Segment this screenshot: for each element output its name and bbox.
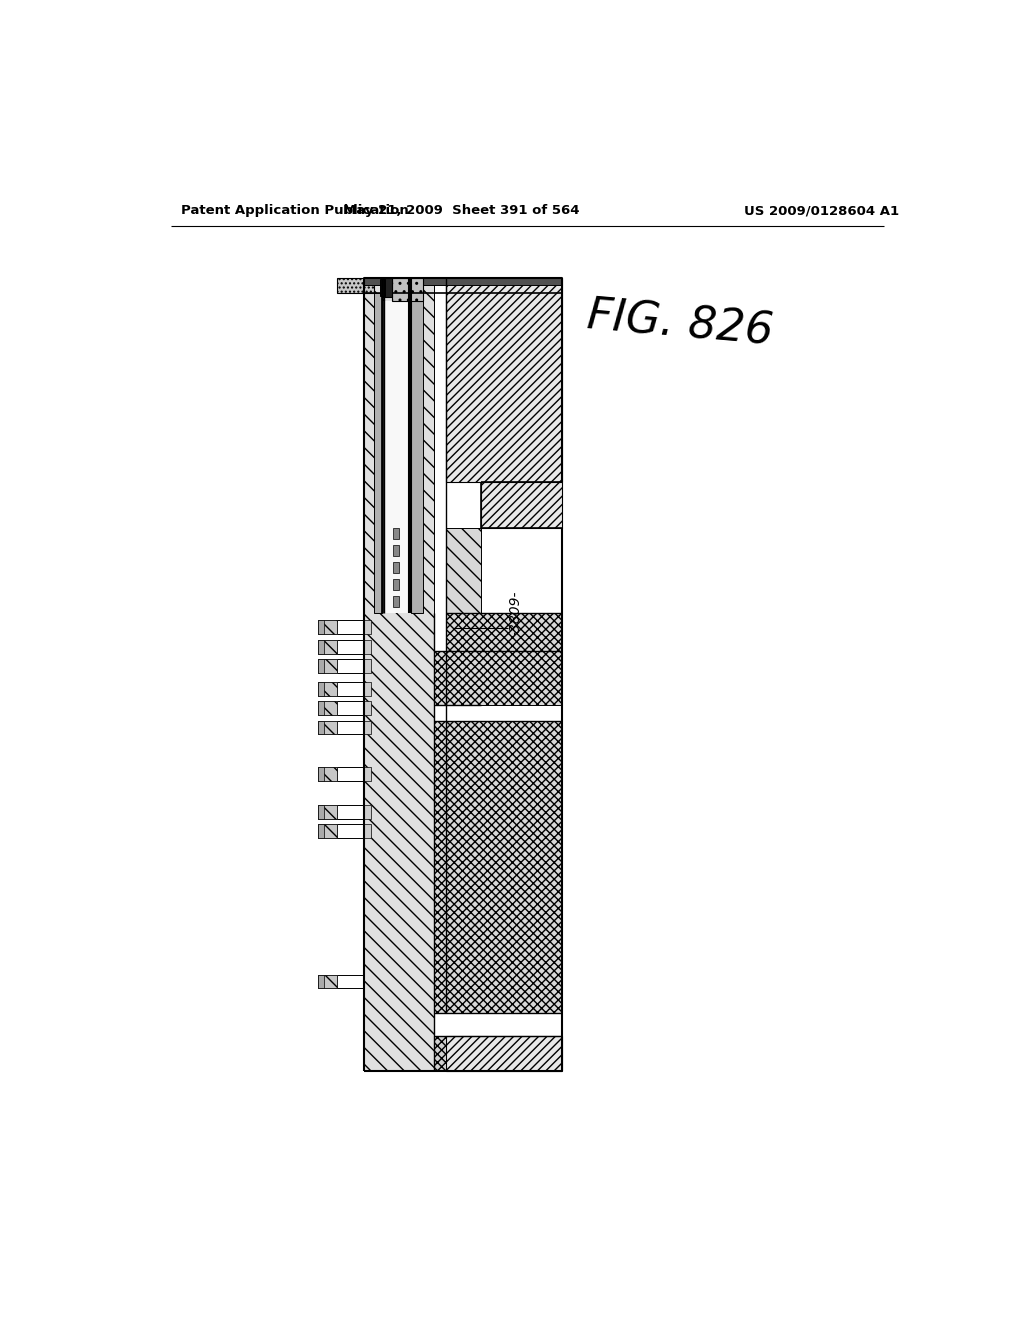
Bar (317, 974, 337, 989)
Bar (375, 293, 382, 612)
Bar (434, 721, 562, 1014)
Text: US 2009/0128604 A1: US 2009/0128604 A1 (744, 205, 899, 218)
Bar (317, 825, 337, 838)
Bar (317, 805, 324, 818)
Bar (317, 701, 337, 715)
Bar (317, 974, 324, 989)
Bar (480, 482, 562, 528)
Bar (365, 277, 434, 1071)
Bar (445, 528, 480, 612)
Bar (382, 277, 391, 297)
Bar (317, 767, 337, 780)
Bar (317, 620, 337, 635)
Bar (317, 659, 337, 673)
Bar (317, 721, 324, 734)
Bar (391, 277, 423, 301)
Bar (317, 682, 324, 696)
Bar (365, 825, 371, 838)
Bar (365, 620, 371, 635)
Bar (365, 805, 371, 818)
Text: FIG. 826: FIG. 826 (586, 294, 775, 354)
Bar (317, 767, 324, 780)
Bar (337, 277, 375, 293)
Bar (365, 682, 371, 696)
Bar (393, 595, 399, 607)
Bar (317, 721, 337, 734)
Bar (393, 528, 399, 539)
Bar (365, 640, 371, 653)
Bar (317, 620, 324, 635)
Bar (411, 293, 423, 612)
Bar (434, 1036, 445, 1071)
Bar (445, 1036, 562, 1071)
Bar (434, 651, 562, 705)
Bar (317, 640, 324, 653)
Bar (365, 277, 562, 285)
Bar (365, 767, 371, 780)
Text: Patent Application Publication: Patent Application Publication (180, 205, 409, 218)
Bar (317, 701, 324, 715)
Bar (317, 640, 337, 653)
Text: -3809-: -3809- (509, 590, 522, 636)
Bar (445, 277, 562, 482)
Bar (380, 280, 385, 296)
Bar (382, 301, 411, 612)
Bar (365, 277, 562, 293)
Bar (317, 825, 324, 838)
Bar (445, 612, 562, 651)
Bar (365, 701, 371, 715)
Bar (393, 579, 399, 590)
Text: May 21, 2009  Sheet 391 of 564: May 21, 2009 Sheet 391 of 564 (343, 205, 580, 218)
Bar (393, 545, 399, 556)
Bar (317, 682, 337, 696)
Bar (365, 659, 371, 673)
Bar (317, 805, 337, 818)
Bar (393, 562, 399, 573)
Bar (365, 721, 371, 734)
Bar (317, 659, 324, 673)
